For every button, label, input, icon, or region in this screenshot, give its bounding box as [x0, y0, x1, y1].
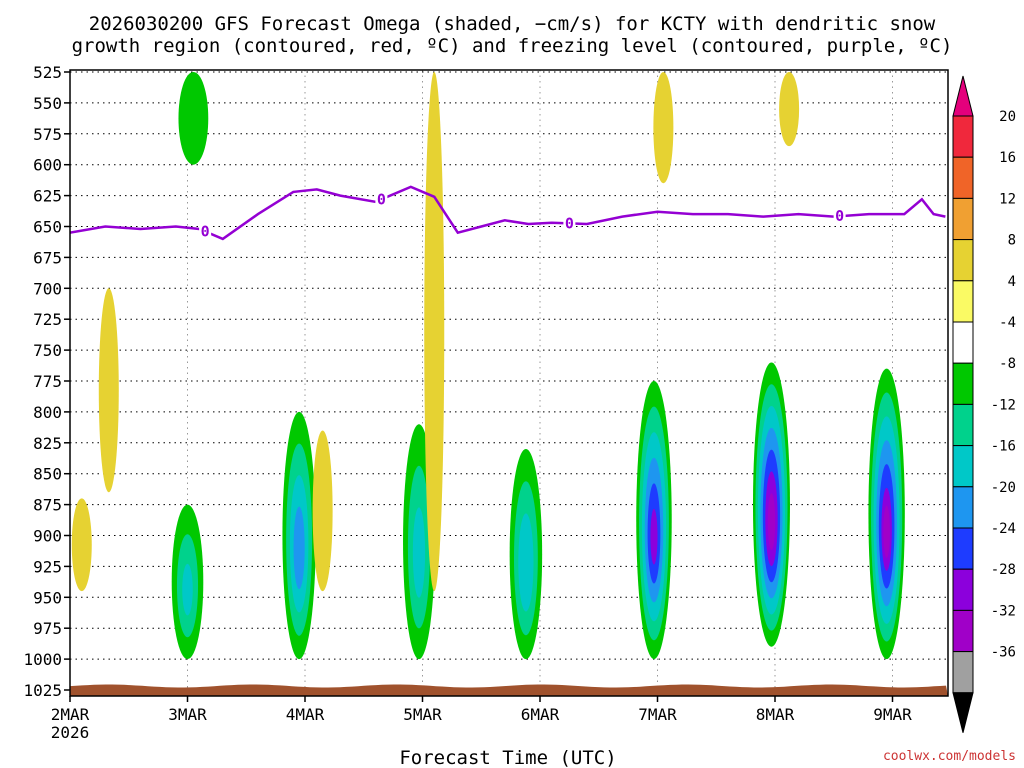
omega-shading	[71, 72, 905, 660]
x-tick-label: 6MAR	[521, 705, 560, 724]
colorbar-swatch	[952, 115, 974, 158]
colorbar-label: 8	[1008, 233, 1016, 249]
colorbar-swatch	[952, 197, 974, 241]
x-tick-label: 3MAR	[168, 705, 207, 724]
omega-cell	[782, 86, 796, 136]
y-tick-label: 625	[33, 187, 62, 206]
colorbar-swatch	[952, 486, 974, 529]
y-tick-label: 575	[33, 125, 62, 144]
colorbar-label: -8	[999, 356, 1016, 372]
colorbar-swatch	[952, 609, 974, 653]
colorbar-label: -12	[991, 397, 1016, 413]
freezing-level-label-bg	[563, 215, 576, 232]
plot-frame	[69, 69, 949, 697]
colorbar-label: -36	[991, 645, 1016, 661]
colorbar-swatch	[952, 568, 974, 611]
colorbar-label: -16	[991, 439, 1016, 455]
plot-background	[70, 70, 948, 696]
y-tick-label: 725	[33, 310, 62, 329]
y-tick-label: 700	[33, 279, 62, 298]
omega-cell	[883, 505, 890, 558]
freezing-level-label: 0	[377, 190, 386, 208]
freezing-level-contour: 0 0 0 0	[70, 185, 946, 240]
colorbar-label: -32	[991, 603, 1016, 619]
x-tick-label: 8MAR	[756, 705, 795, 724]
omega-cell	[656, 93, 671, 168]
y-tick-label: 525	[33, 63, 62, 82]
omega-cell	[518, 513, 534, 612]
colorbar-swatch	[952, 362, 974, 405]
y-tick-label: 1025	[23, 681, 62, 700]
y-tick-label: 675	[33, 248, 62, 267]
y-tick-label: 900	[33, 527, 62, 546]
x-axis-label: Forecast Time (UTC)	[399, 747, 616, 768]
omega-cell	[182, 563, 193, 616]
colorbar-bottom-arrow	[952, 692, 974, 733]
omega-cell	[178, 72, 209, 165]
y-tick-label: 750	[33, 341, 62, 360]
colorbar-top-arrow	[952, 75, 974, 117]
freezing-level-label-bg	[199, 223, 212, 240]
colorbar: 20 16 12 8 4 -4 -8 -12 -16 -20 -24 -28 -32 -36	[952, 75, 1016, 733]
colorbar-label: -4	[999, 315, 1016, 331]
colorbar-label: 16	[999, 150, 1016, 166]
y-tick-label: 850	[33, 465, 62, 484]
x-tick-label: 4MAR	[286, 705, 325, 724]
y-tick-label: 775	[33, 372, 62, 391]
colorbar-label: -20	[991, 480, 1016, 496]
colorbar-swatch	[952, 239, 974, 282]
y-tick-label: 825	[33, 434, 62, 453]
colorbar-label: -24	[991, 521, 1016, 537]
credit-text: coolwx.com/models	[883, 749, 1016, 764]
colorbar-swatch	[952, 321, 974, 364]
y-axis: 525 550 575 600 625 650 675 700 725 750 775 800 825 8…	[23, 63, 70, 700]
freezing-level-label-bg	[375, 191, 388, 208]
y-tick-label: 925	[33, 557, 62, 576]
colorbar-label: 12	[999, 191, 1016, 207]
freezing-level-label-bg	[833, 208, 846, 225]
plot-area: 0 0 0 0	[70, 70, 948, 696]
y-tick-label: 600	[33, 156, 62, 175]
x-tick-label: 2MAR	[51, 705, 90, 724]
y-tick-label: 1000	[23, 650, 62, 669]
y-tick-label: 800	[33, 403, 62, 422]
omega-cell	[293, 506, 305, 590]
colorbar-label: -28	[991, 562, 1016, 578]
y-tick-label: 975	[33, 619, 62, 638]
colorbar-swatch	[952, 527, 974, 570]
omega-cell	[98, 288, 119, 493]
omega-cell	[650, 508, 658, 565]
ground-surface	[70, 684, 948, 696]
colorbar-label: 20	[999, 109, 1016, 125]
colorbar-swatch	[952, 280, 974, 323]
colorbar-swatch	[952, 156, 974, 199]
omega-cell	[75, 516, 89, 578]
colorbar-swatch	[952, 445, 974, 488]
freezing-level-label: 0	[201, 222, 210, 240]
x-axis: 2MAR 3MAR 4MAR 5MAR 6MAR 7MAR 8MAR 9MAR 2026	[51, 696, 912, 742]
omega-cell	[767, 493, 776, 551]
omega-cell	[315, 461, 330, 569]
colorbar-label: 4	[1008, 274, 1016, 290]
y-tick-label: 950	[33, 588, 62, 607]
freezing-level-label: 0	[565, 214, 574, 232]
freezing-level-label: 0	[835, 207, 844, 225]
omega-cell	[412, 507, 426, 598]
omega-cell	[427, 171, 441, 518]
x-tick-label: 9MAR	[873, 705, 912, 724]
y-tick-label: 650	[33, 218, 62, 237]
colorbar-swatch	[952, 403, 974, 447]
x-tick-label: 5MAR	[403, 705, 442, 724]
y-tick-label: 550	[33, 94, 62, 113]
y-tick-label: 875	[33, 496, 62, 515]
x-tick-label: 7MAR	[638, 705, 677, 724]
chart-title-line2: growth region (contoured, red, ºC) and f…	[72, 35, 953, 57]
ground-fill	[70, 684, 948, 696]
colorbar-swatch	[952, 651, 974, 694]
x-year-label: 2026	[51, 723, 90, 742]
chart-title-line1: 2026030200 GFS Forecast Omega (shaded, −…	[89, 13, 936, 35]
